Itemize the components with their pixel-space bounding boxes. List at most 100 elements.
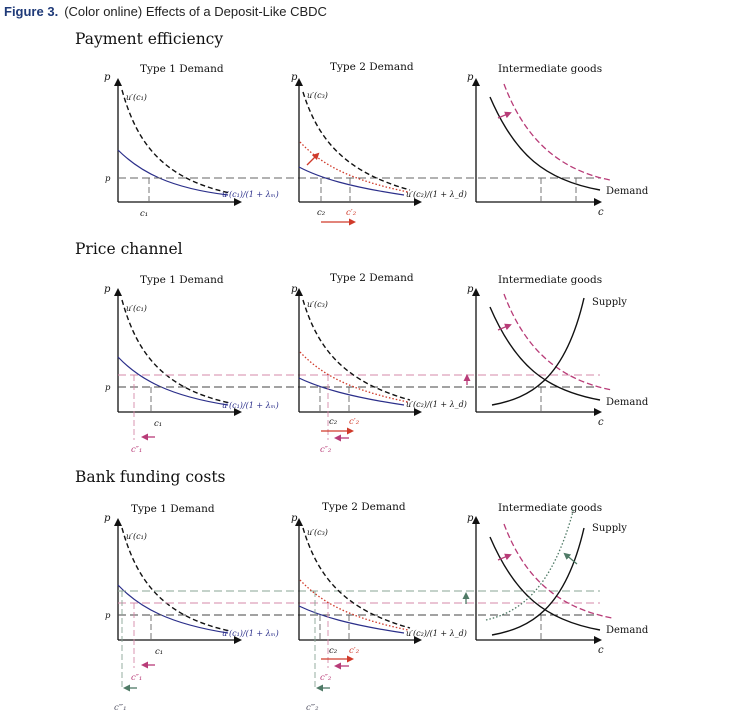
- marginal-utility-curve: [302, 91, 411, 191]
- demand-label: Demand: [606, 397, 649, 408]
- quantity-pink-label: c″₂: [320, 445, 332, 455]
- row-bank-funding-costs: Type 1 Demand p u′(c₁) u′(c₁)/(1 + λₘ) p…: [104, 501, 649, 713]
- y-axis-label: p: [104, 284, 111, 295]
- supply-curve: [491, 527, 585, 636]
- demand-curve: [489, 536, 601, 631]
- quantity-pink-label: c″₂: [320, 673, 332, 683]
- x-axis-label: c: [598, 207, 604, 218]
- row-price-channel: Type 1 Demand p u′(c₁) u′(c₁)/(1 + λₘ) p…: [104, 272, 649, 455]
- panel-title: Type 2 Demand: [330, 61, 414, 73]
- shifted-supply-curve: [485, 507, 575, 621]
- curve-label-lower: u′(c₁)/(1 + λₘ): [222, 401, 279, 410]
- demand-label: Demand: [606, 625, 649, 636]
- panel-title: Type 1 Demand: [131, 503, 215, 515]
- quantity-label: c₁: [155, 647, 163, 657]
- shifted-utility-curve: [299, 351, 409, 403]
- shift-arrow: [306, 152, 320, 166]
- figure-label: Figure 3.: [4, 4, 59, 19]
- panel-type1-demand-row2: Type 1 Demand p u′(c₁) u′(c₁)/(1 + λₘ) p…: [104, 274, 600, 455]
- marginal-utility-curve: [121, 527, 231, 632]
- panel-intermediate-goods-row3: Intermediate goods p c Supply Demand: [462, 502, 649, 656]
- curve-label-lower: u′(c₂)/(1 + λ_d): [406, 190, 467, 199]
- shifted-demand-curve: [503, 523, 613, 619]
- quantity-pink-label: c″₁: [131, 673, 142, 683]
- quantity-gray-label: c‴₁: [114, 703, 127, 713]
- section-title-price-channel: Price channel: [75, 240, 183, 258]
- panel-type2-demand-row1: Type 2 Demand p u′(c₃) u′(c₂)/(1 + λ_d) …: [291, 61, 467, 226]
- panel-title: Type 2 Demand: [330, 272, 414, 284]
- y-axis-label: p: [291, 72, 298, 83]
- panel-title: Type 2 Demand: [322, 501, 406, 513]
- panel-type1-demand-row1: Type 1 Demand p u′(c₁) u′(c₁)/(1 + λₘ) p…: [104, 63, 600, 219]
- quantity-gray-label: c‴₂: [306, 703, 319, 713]
- y-axis-label: p: [467, 284, 474, 295]
- marginal-utility-curve: [302, 299, 411, 401]
- y-axis-label: p: [104, 72, 111, 83]
- curve-label-lower: u′(c₂)/(1 + λ_d): [406, 629, 467, 638]
- x-axis-label: c: [598, 417, 604, 428]
- y-axis-label: p: [467, 513, 474, 524]
- quantity-label: c₂: [329, 646, 338, 656]
- curve-label-upper: u′(c₃): [307, 91, 328, 100]
- shifted-demand-curve: [503, 83, 611, 181]
- quantity-label: c₂: [317, 208, 326, 218]
- marginal-utility-curve: [121, 299, 231, 404]
- curve-label-lower: u′(c₂)/(1 + λ_d): [406, 400, 467, 409]
- supply-curve: [491, 297, 585, 406]
- shifted-demand-curve: [503, 293, 613, 391]
- x-axis-label: c: [598, 645, 604, 656]
- row-payment-efficiency: Type 1 Demand p u′(c₁) u′(c₁)/(1 + λₘ) p…: [104, 61, 649, 226]
- shifted-utility-curve: [299, 141, 409, 193]
- marginal-utility-curve: [302, 527, 411, 629]
- supply-shift-arrow: [563, 552, 578, 565]
- panel-type1-demand-row3: Type 1 Demand p u′(c₁) u′(c₁)/(1 + λₘ) p…: [104, 503, 600, 713]
- discounted-utility-curve: [298, 605, 405, 634]
- y-axis-label: p: [467, 72, 474, 83]
- supply-label: Supply: [592, 297, 627, 308]
- curve-label-lower: u′(c₁)/(1 + λₘ): [222, 629, 279, 638]
- discounted-utility-curve: [117, 584, 229, 634]
- demand-curve: [489, 96, 601, 191]
- y-axis-label: p: [291, 513, 298, 524]
- curve-label-upper: u′(c₃): [307, 528, 328, 537]
- panel-title: Type 1 Demand: [140, 63, 224, 75]
- demand-shift-arrow: [497, 323, 512, 331]
- panel-title: Intermediate goods: [498, 63, 602, 75]
- supply-label: Supply: [592, 523, 627, 534]
- discounted-utility-curve: [298, 377, 405, 406]
- discounted-utility-curve: [298, 166, 405, 196]
- demand-label: Demand: [606, 186, 649, 197]
- panel-title: Intermediate goods: [498, 274, 602, 286]
- quantity-label: c₂: [329, 417, 338, 427]
- price-label: p: [105, 383, 111, 393]
- quantity-new-label: c′₂: [346, 208, 357, 218]
- panel-type2-demand-row3: Type 2 Demand p u′(c₃) u′(c₂)/(1 + λ_d) …: [291, 501, 467, 713]
- panel-intermediate-goods-row2: Intermediate goods p c Supply Demand: [463, 274, 649, 428]
- y-axis-label: p: [104, 513, 111, 524]
- panel-intermediate-goods-row1: Intermediate goods p c Demand: [467, 63, 649, 218]
- curve-label-upper: u′(c₁): [126, 532, 147, 541]
- panel-type2-demand-row2: Type 2 Demand p u′(c₃) u′(c₂)/(1 + λ_d) …: [291, 272, 467, 455]
- quantity-new-label: c′₂: [349, 646, 360, 656]
- quantity-new-label: c′₂: [349, 417, 360, 427]
- curve-label-upper: u′(c₁): [126, 304, 147, 313]
- figure-caption-text: (Color online) Effects of a Deposit-Like…: [64, 4, 327, 19]
- shifted-utility-curve: [299, 579, 409, 631]
- demand-shift-arrow: [497, 553, 512, 561]
- y-axis-label: p: [291, 284, 298, 295]
- section-title-bank-funding-costs: Bank funding costs: [75, 468, 226, 486]
- quantity-pink-label: c″₁: [131, 445, 142, 455]
- section-title-payment-efficiency: Payment efficiency: [75, 30, 224, 48]
- panel-title: Type 1 Demand: [140, 274, 224, 286]
- figure-caption: Figure 3. (Color online) Effects of a Dep…: [4, 4, 327, 19]
- demand-curve: [489, 306, 601, 401]
- curve-label-upper: u′(c₃): [307, 300, 328, 309]
- quantity-label: c₁: [140, 209, 148, 219]
- discounted-utility-curve: [117, 356, 229, 406]
- curve-label-lower: u′(c₁)/(1 + λₘ): [222, 190, 279, 199]
- quantity-label: c₁: [154, 419, 162, 429]
- panel-title: Intermediate goods: [498, 502, 602, 514]
- price-label: p: [105, 611, 111, 621]
- demand-shift-arrow: [497, 111, 512, 119]
